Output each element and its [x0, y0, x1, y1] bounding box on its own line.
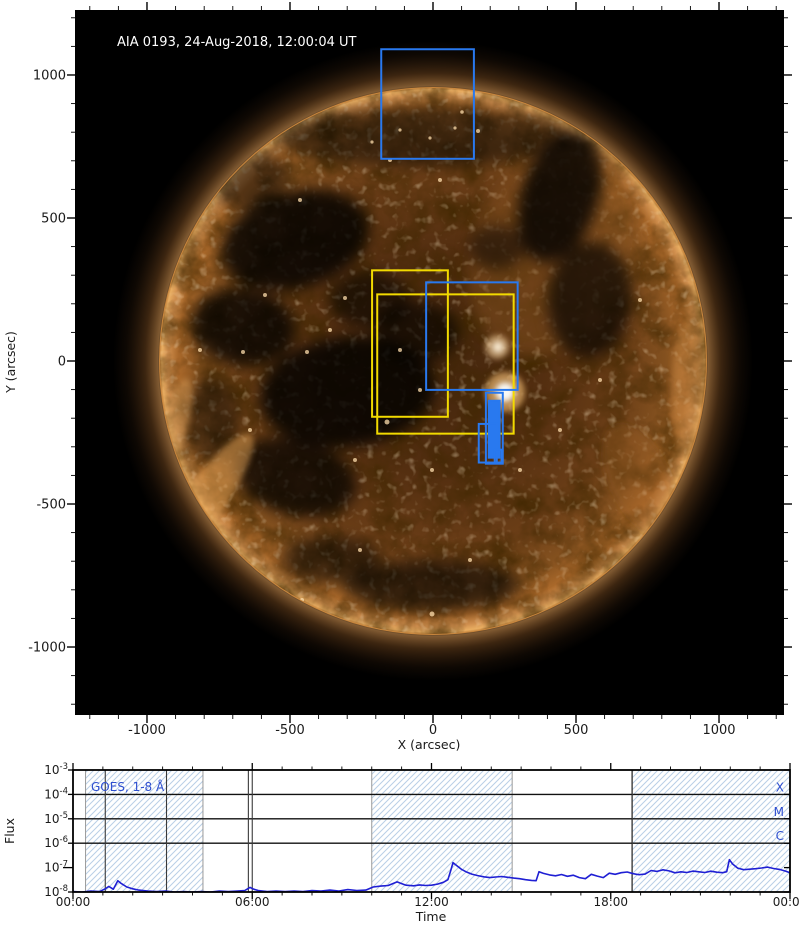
overlay-boxes-layer: [371, 48, 519, 465]
goes-ytick-label: 10-8: [44, 884, 68, 899]
flare-class-label-c: C: [776, 829, 784, 843]
main-xtick-label: 500: [564, 723, 589, 738]
goes-ytick-label: 10-3: [44, 762, 68, 777]
y-axis-label: Y (arcsec): [3, 331, 18, 394]
goes-plot-axes: 00:00 06:00 12:00 18:00 00:00 10-3 10-4 10-5 10-…: [44, 762, 799, 909]
main-ytick-label: -1000: [28, 641, 66, 656]
goes-series-label: GOES, 1-8 Å: [91, 779, 165, 794]
goes-xtick-label: 12:00: [414, 895, 449, 909]
bright-specks: [198, 94, 642, 617]
main-ytick-label: -500: [36, 498, 66, 513]
main-plot-axes: -1000 -500 0 500 1000 -1000 -500 0 500 1000: [28, 2, 792, 738]
overlay-box-yellow-box-1: [371, 269, 449, 418]
goes-event-markers: [104, 770, 633, 892]
main-ytick-label: 0: [58, 355, 66, 370]
goes-ytick-label: 10-5: [44, 811, 68, 826]
main-xtick-label: -1000: [128, 723, 166, 738]
goes-hatched-regions: [85, 770, 790, 892]
main-ytick-label: 1000: [33, 68, 66, 83]
goes-ytick-label: 10-7: [44, 860, 68, 875]
aia-solar-image-panel: -1000 -500 0 500 1000 -1000 -500 0 500 1000 AIA 0…: [3, 2, 792, 752]
coronal-holes: [182, 106, 633, 612]
main-xtick-label: 1000: [702, 723, 735, 738]
overlay-box-blue-box-ar-tall: [484, 391, 504, 465]
main-xtick-label: 0: [429, 723, 437, 738]
hatched-time-span: [371, 770, 513, 892]
hatched-time-span: [631, 770, 790, 892]
main-ytick-label: 500: [41, 211, 66, 226]
goes-xtick-label: 00:00: [773, 895, 799, 909]
flare-class-labels: XMC: [774, 780, 784, 843]
goes-flux-panel: 00:00 06:00 12:00 18:00 00:00 10-3 10-4 10-5 10-…: [2, 762, 799, 924]
goes-xtick-label: 06:00: [235, 895, 270, 909]
goes-ytick-label: 10-4: [44, 786, 68, 801]
overlay-box-blue-box-north: [380, 48, 475, 160]
overlay-box-blue-box-center: [425, 281, 519, 391]
x-axis-label: X (arcsec): [398, 737, 461, 752]
goes-xtick-label: 18:00: [593, 895, 628, 909]
flux-axis-label: Flux: [2, 818, 17, 844]
goes-xtick-label: 00:00: [56, 895, 91, 909]
sun-disk-artwork: [113, 41, 753, 681]
image-title: AIA 0193, 24-Aug-2018, 12:00:04 UT: [117, 35, 357, 50]
flare-class-label-m: M: [774, 805, 784, 819]
goes-gridlines: [73, 793, 790, 844]
main-xtick-label: -500: [275, 723, 305, 738]
goes-ytick-label: 10-6: [44, 835, 68, 850]
overlay-box-yellow-box-2: [376, 293, 515, 435]
flare-class-label-x: X: [776, 780, 784, 794]
overlay-box-blue-box-ar-small: [493, 448, 503, 464]
time-axis-label: Time: [415, 909, 447, 924]
overlay-box-blue-box-ar-low: [477, 422, 498, 464]
